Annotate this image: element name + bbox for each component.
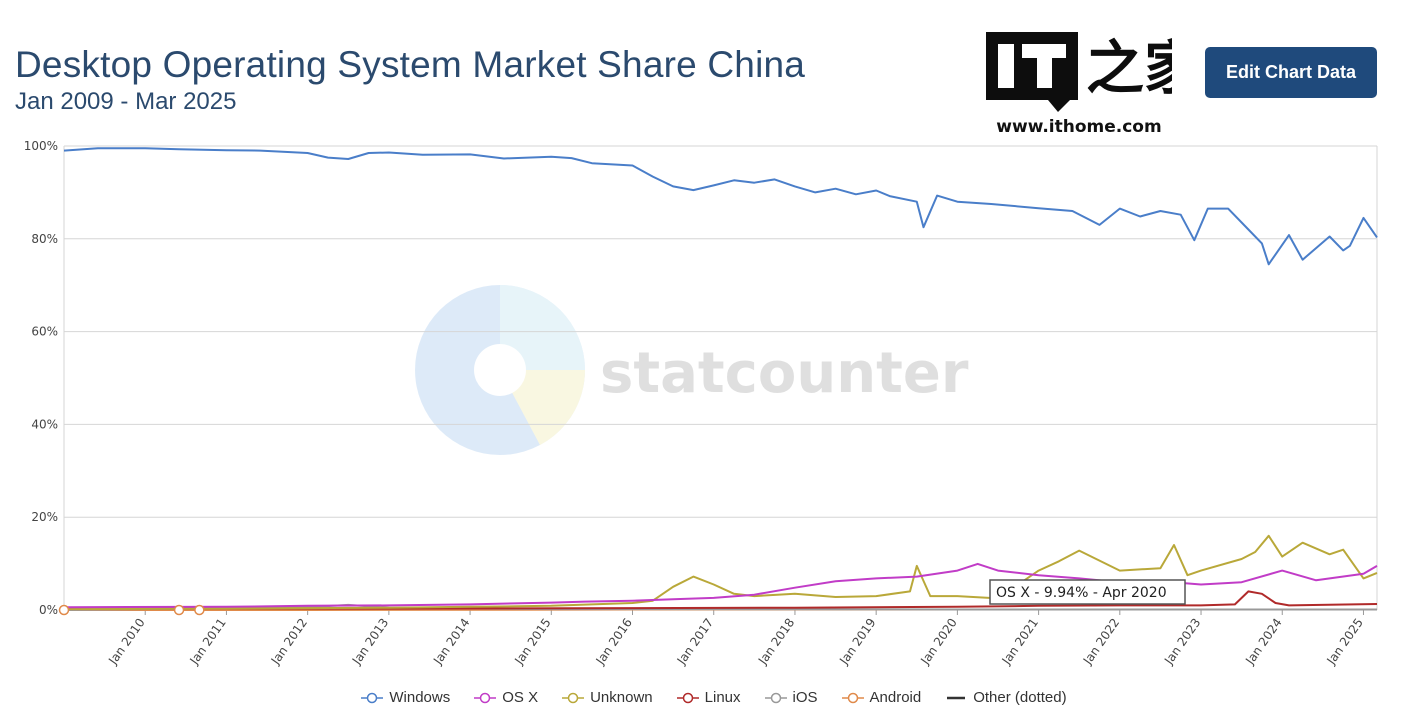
legend-label: Windows xyxy=(389,689,451,706)
x-axis: Jan 2010 Jan 2011 Jan 2012 Jan 2013 Jan 2014… xyxy=(105,610,1366,668)
x-tick-label: Jan 2022 xyxy=(1080,616,1122,668)
x-tick-label: Jan 2025 xyxy=(1324,616,1366,668)
x-tick-label: Jan 2015 xyxy=(511,616,553,668)
y-tick-label: 100% xyxy=(24,139,58,153)
x-tick-label: Jan 2024 xyxy=(1242,616,1284,668)
legend-symbol-icon xyxy=(676,692,699,703)
series-unknown-line xyxy=(63,534,1378,611)
y-tick-label: 20% xyxy=(31,510,58,524)
x-tick-label: Jan 2011 xyxy=(187,616,229,668)
legend-symbol-icon xyxy=(841,692,864,703)
legend-symbol-icon xyxy=(764,692,787,703)
line-chart: statcounter 0%20%40%60%80%100% Jan 2010 J… xyxy=(24,139,1378,668)
watermark-text: statcounter xyxy=(600,341,969,406)
legend-item-ios[interactable]: iOS xyxy=(764,689,818,706)
watermark: statcounter xyxy=(415,285,969,455)
chart-subtitle: Jan 2009 - Mar 2025 xyxy=(15,88,237,115)
legend-symbol-icon xyxy=(562,692,585,703)
x-tick-label: Jan 2014 xyxy=(430,616,472,668)
legend-item-os-x[interactable]: OS X xyxy=(474,689,538,706)
android-point xyxy=(194,604,205,616)
legend-label: Other (dotted) xyxy=(973,689,1067,706)
x-tick-label: Jan 2010 xyxy=(105,616,147,668)
y-tick-label: 40% xyxy=(31,417,58,431)
legend-symbol-icon xyxy=(361,692,384,703)
x-tick-label: Jan 2018 xyxy=(755,616,797,668)
y-axis: 0% 20% 40% 60% 80% 100% xyxy=(24,139,58,617)
legend-item-unknown[interactable]: Unknown xyxy=(562,689,653,706)
x-tick-label: Jan 2012 xyxy=(268,616,310,668)
chart-title: Desktop Operating System Market Share Ch… xyxy=(15,44,806,85)
legend-item-windows[interactable]: Windows xyxy=(361,689,450,706)
legend-label: Unknown xyxy=(590,689,653,706)
ithome-logo[interactable]: 之家 www.ithome.com xyxy=(986,30,1202,138)
x-tick-label: Jan 2023 xyxy=(1161,616,1203,668)
legend: Windows OS X Unknown Linux iOS Android Other (… xyxy=(0,689,1428,706)
legend-label: iOS xyxy=(792,689,818,706)
edit-chart-data-button[interactable]: Edit Chart Data xyxy=(1205,47,1377,98)
legend-label: Linux xyxy=(704,689,741,706)
x-tick-label: Jan 2013 xyxy=(349,616,391,668)
series-os-x-line xyxy=(63,562,1378,609)
legend-item-linux[interactable]: Linux xyxy=(676,689,741,706)
android-point xyxy=(173,604,185,616)
legend-item-other-dotted[interactable]: Other (dotted) xyxy=(945,689,1067,706)
series-linux-line xyxy=(64,590,1378,610)
logo-glyphs: 之家 xyxy=(1086,34,1172,102)
tooltip: OS X - 9.94% - Apr 2020 xyxy=(989,579,1186,605)
ithome-logo-mark: 之家 xyxy=(986,32,1202,112)
y-tick-label: 80% xyxy=(31,232,58,246)
x-tick-label: Jan 2016 xyxy=(593,616,635,668)
legend-item-android[interactable]: Android xyxy=(841,689,922,706)
series-lines xyxy=(58,147,1378,616)
series-windows-line xyxy=(63,147,1378,266)
x-tick-label: Jan 2020 xyxy=(917,616,959,668)
legend-label: Android xyxy=(869,689,922,706)
x-tick-label: Jan 2021 xyxy=(999,616,1041,668)
x-tick-label: Jan 2019 xyxy=(836,616,878,668)
legend-symbol-icon xyxy=(474,692,497,703)
y-tick-label: 0% xyxy=(39,603,58,617)
android-point xyxy=(58,604,70,616)
tooltip-text: OS X - 9.94% - Apr 2020 xyxy=(996,585,1167,601)
legend-symbol-icon xyxy=(947,696,966,699)
y-tick-label: 60% xyxy=(31,325,58,339)
legend-label: OS X xyxy=(502,689,539,706)
x-tick-label: Jan 2017 xyxy=(674,616,716,668)
logo-url: www.ithome.com xyxy=(996,117,1162,137)
